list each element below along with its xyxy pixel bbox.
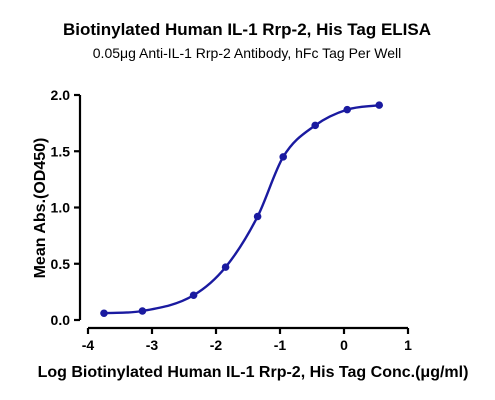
data-point	[189, 291, 198, 300]
y-tick-label: 1.0	[51, 200, 71, 216]
x-axis-label: Log Biotinylated Human IL-1 Rrp-2, His T…	[38, 364, 469, 381]
data-point	[138, 307, 147, 315]
fit-curve	[103, 103, 380, 315]
x-tick-label: -4	[82, 337, 95, 353]
y-tick-label: 0.5	[51, 256, 71, 272]
y-tick-label: 2.0	[51, 87, 71, 103]
x-tick-label: -3	[146, 337, 159, 353]
chart-title: Biotinylated Human IL-1 Rrp-2, His Tag E…	[63, 20, 431, 39]
data-point	[221, 263, 230, 271]
data-point	[311, 121, 320, 130]
data-point	[253, 212, 262, 221]
y-axis-label: Mean Abs.(OD450)	[32, 138, 49, 279]
y-tick-label: 0.0	[51, 312, 71, 328]
data-point	[100, 309, 108, 318]
x-tick-label: -2	[210, 337, 223, 353]
x-tick-label: -1	[274, 337, 287, 353]
x-tick-label: 0	[340, 337, 348, 353]
data-point	[343, 105, 352, 114]
data-point	[375, 101, 384, 109]
y-tick-label: 1.5	[51, 143, 71, 159]
data-point	[279, 153, 288, 161]
chart-subtitle: 0.05μg Anti-IL-1 Rrp-2 Antibody, hFc Tag…	[93, 45, 401, 61]
x-tick-label: 1	[404, 337, 412, 353]
plot-area: 0.0 0.5 1.0 1.5 2.0 -4 -3 -2 -1 0 1	[51, 87, 413, 353]
